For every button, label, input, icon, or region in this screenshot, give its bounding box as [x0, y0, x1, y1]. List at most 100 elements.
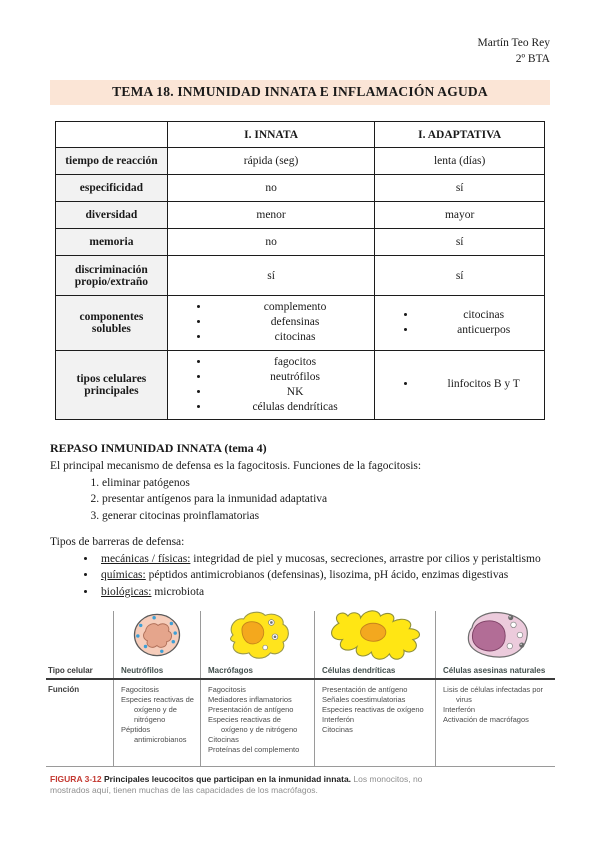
comparison-table: I. INNATA I. ADAPTATIVA tiempo de reacci… [55, 121, 545, 421]
barriers-heading: Tipos de barreras de defensa: [50, 535, 185, 548]
soluble-components-adaptativa-list: citocinas anticuerpos [379, 308, 540, 338]
table-row: diversidad menor mayor [55, 201, 545, 230]
dendritic-cell-illustration [314, 610, 435, 660]
phagocytosis-functions-list: eliminar patógenos presentar antígenos p… [50, 475, 550, 525]
barriers-list: mecánicas / físicas: integridad de piel … [50, 551, 550, 601]
barrier-term: químicas: [101, 569, 146, 582]
nk-functions: Lisis de células infectadas por virus In… [435, 680, 555, 766]
cell-adaptativa: sí [374, 228, 545, 257]
section-intro: El principal mecanismo de defensa es la … [50, 459, 422, 472]
row-label: tipos celulares principales [55, 349, 168, 421]
barrier-term: biológicas: [101, 586, 152, 599]
function-item: Señales coestimulatorias [322, 695, 406, 705]
column-label-neutrophils: Neutrófilos [113, 659, 200, 678]
table-row: discriminación propio/extraño sí sí [55, 255, 545, 297]
function-item: Interferón [322, 715, 355, 725]
caption-title: Principales leucocitos que participan en… [104, 774, 352, 784]
table-row: componentes solubles complemento defensi… [55, 295, 545, 351]
function-item: Activación de macrófagos [443, 715, 529, 725]
function-item: Especies reactivas de oxígeno [322, 705, 424, 715]
list-item: complemento [210, 300, 371, 315]
list-item: biológicas: microbiota [97, 584, 550, 601]
function-item: Citocinas [322, 725, 353, 735]
list-item: células dendríticas [210, 400, 371, 415]
cell-innata: complemento defensinas citocinas [166, 295, 376, 351]
list-item: eliminar patógenos [102, 475, 550, 492]
section-heading: REPASO INMUNIDAD INNATA (tema 4) [50, 441, 267, 456]
table-header-row: I. INNATA I. ADAPTATIVA [55, 121, 545, 149]
list-item: químicas: péptidos antimicrobianos (defe… [97, 567, 550, 584]
function-item: Proteínas del complemento [208, 745, 300, 755]
figure-caption: FIGURA 3-12 Principales leucocitos que p… [50, 774, 446, 797]
column-label-nk: Células asesinas naturales [435, 659, 555, 678]
column-label-macrophages: Macrófagos [200, 659, 314, 678]
cell-adaptativa: mayor [374, 201, 545, 230]
cell-innata: no [166, 228, 376, 257]
figure-image-row [46, 610, 555, 660]
barrier-desc: péptidos antimicrobianos (defensinas), l… [145, 569, 509, 582]
page-header: Martín Teo Rey 2º BTA [0, 0, 550, 67]
row-label: diversidad [55, 201, 168, 230]
list-item: generar citocinas proinflamatorias [102, 508, 550, 525]
list-item: citocinas [210, 330, 371, 345]
function-item: Péptidos antimicrobianos [121, 725, 187, 745]
figure-label-row: Tipo celular Neutrófilos Macrófagos Célu… [46, 659, 555, 678]
row-label: memoria [55, 228, 168, 257]
cell-adaptativa: citocinas anticuerpos [374, 295, 545, 351]
cell-adaptativa: sí [374, 255, 545, 297]
cell-adaptativa: lenta (días) [374, 147, 545, 176]
neutrophil-cell-icon [133, 613, 181, 657]
figure-number: FIGURA 3-12 [50, 774, 102, 784]
list-item: NK [210, 385, 371, 400]
figure-row-label: Función [48, 685, 80, 694]
course-label: 2º BTA [515, 52, 550, 65]
cell-adaptativa: linfocitos B y T [374, 349, 545, 421]
row-label: especificidad [55, 174, 168, 203]
column-label-dendritic: Células dendríticas [314, 659, 435, 678]
function-item: Citocinas [208, 735, 239, 745]
table-row: memoria no sí [55, 228, 545, 257]
figure-row-label: Tipo celular [48, 666, 93, 675]
neutrophil-illustration [113, 611, 200, 659]
macrophage-illustration [200, 611, 314, 659]
macrophage-cell-icon [229, 611, 289, 659]
barrier-term: mecánicas / físicas: [101, 552, 191, 565]
list-item: fagocitos [210, 355, 371, 370]
cell-innata: menor [166, 201, 376, 230]
cell-types-innata-list: fagocitos neutrófilos NK células dendrít… [172, 355, 371, 416]
row-label: componentes solubles [55, 295, 168, 351]
table-row: tiempo de reacción rápida (seg) lenta (d… [55, 147, 545, 176]
figure-function-row: Función Fagocitosis Especies reactivas d… [46, 678, 555, 767]
author-name: Martín Teo Rey [477, 37, 550, 49]
function-item: Interferón [443, 705, 476, 715]
function-item: Especies reactivas de oxígeno y de nitró… [208, 715, 298, 735]
barrier-desc: microbiota [151, 586, 205, 599]
dendritic-cell-icon [331, 610, 420, 660]
cell-types-adaptativa-list: linfocitos B y T [379, 377, 540, 392]
list-item: neutrófilos [210, 370, 371, 385]
table-corner-cell [55, 121, 168, 149]
function-item: Presentación de antígeno [322, 685, 408, 694]
row-label: discriminación propio/extraño [55, 255, 168, 297]
column-header-innata: I. INNATA [166, 121, 376, 149]
function-item: Presentación de antígeno [208, 705, 294, 715]
macrophage-functions: Fagocitosis Mediadores inflamatorios Pre… [200, 680, 314, 766]
nk-cell-illustration [435, 611, 555, 659]
function-item: Especies reactivas de oxígeno y de nitró… [121, 695, 194, 725]
list-item: presentar antígenos para la inmunidad ad… [102, 491, 550, 508]
page-title: TEMA 18. INMUNIDAD INNATA E INFLAMACIÓN … [50, 80, 550, 106]
leukocytes-figure: Tipo celular Neutrófilos Macrófagos Célu… [46, 610, 555, 767]
list-item: mecánicas / físicas: integridad de piel … [97, 551, 550, 568]
cell-innata: no [166, 174, 376, 203]
list-item: linfocitos B y T [417, 377, 540, 392]
function-item: Mediadores inflamatorios [208, 695, 292, 705]
cell-innata: fagocitos neutrófilos NK células dendrít… [166, 349, 376, 421]
cell-adaptativa: sí [374, 174, 545, 203]
nk-cell-icon [467, 611, 528, 658]
list-item: citocinas [417, 308, 540, 323]
cell-innata: sí [166, 255, 376, 297]
neutrophil-functions: Fagocitosis Especies reactivas de oxígen… [113, 680, 200, 766]
function-item: Fagocitosis [208, 685, 246, 694]
table-row: tipos celulares principales fagocitos ne… [55, 349, 545, 421]
